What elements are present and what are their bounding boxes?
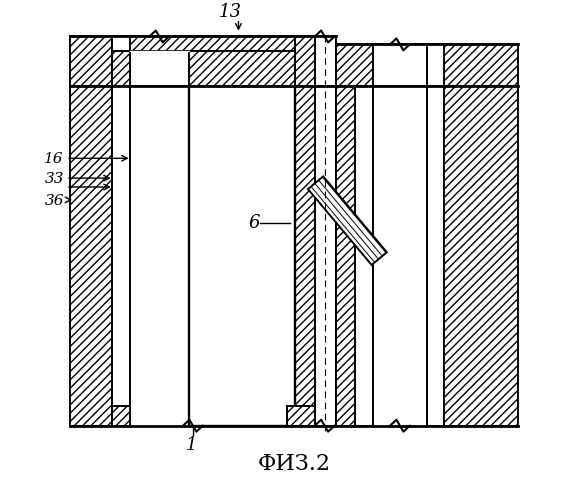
Polygon shape	[130, 86, 189, 426]
Text: 36: 36	[44, 194, 64, 208]
Polygon shape	[112, 36, 130, 86]
Polygon shape	[287, 406, 315, 425]
Polygon shape	[295, 86, 315, 426]
Polygon shape	[130, 52, 189, 86]
Polygon shape	[295, 36, 315, 86]
Polygon shape	[112, 86, 130, 426]
Text: 16: 16	[44, 152, 64, 166]
Polygon shape	[315, 86, 336, 426]
Polygon shape	[70, 36, 112, 86]
Text: 6: 6	[249, 214, 260, 232]
Polygon shape	[373, 86, 426, 426]
Polygon shape	[315, 36, 336, 86]
Polygon shape	[112, 406, 130, 425]
Polygon shape	[355, 86, 373, 426]
Polygon shape	[189, 86, 295, 426]
Text: 1: 1	[186, 436, 197, 454]
Polygon shape	[336, 86, 355, 426]
Text: ФИЗ.2: ФИЗ.2	[257, 453, 331, 475]
Text: 33: 33	[44, 172, 64, 186]
Polygon shape	[444, 44, 518, 86]
Polygon shape	[426, 44, 444, 86]
Polygon shape	[444, 86, 518, 426]
Polygon shape	[70, 86, 112, 426]
Polygon shape	[373, 44, 426, 86]
Polygon shape	[426, 86, 444, 426]
Text: 13: 13	[219, 2, 242, 21]
Polygon shape	[130, 36, 295, 52]
Polygon shape	[308, 176, 387, 265]
Polygon shape	[112, 52, 130, 86]
Polygon shape	[189, 52, 295, 86]
Polygon shape	[336, 44, 373, 86]
